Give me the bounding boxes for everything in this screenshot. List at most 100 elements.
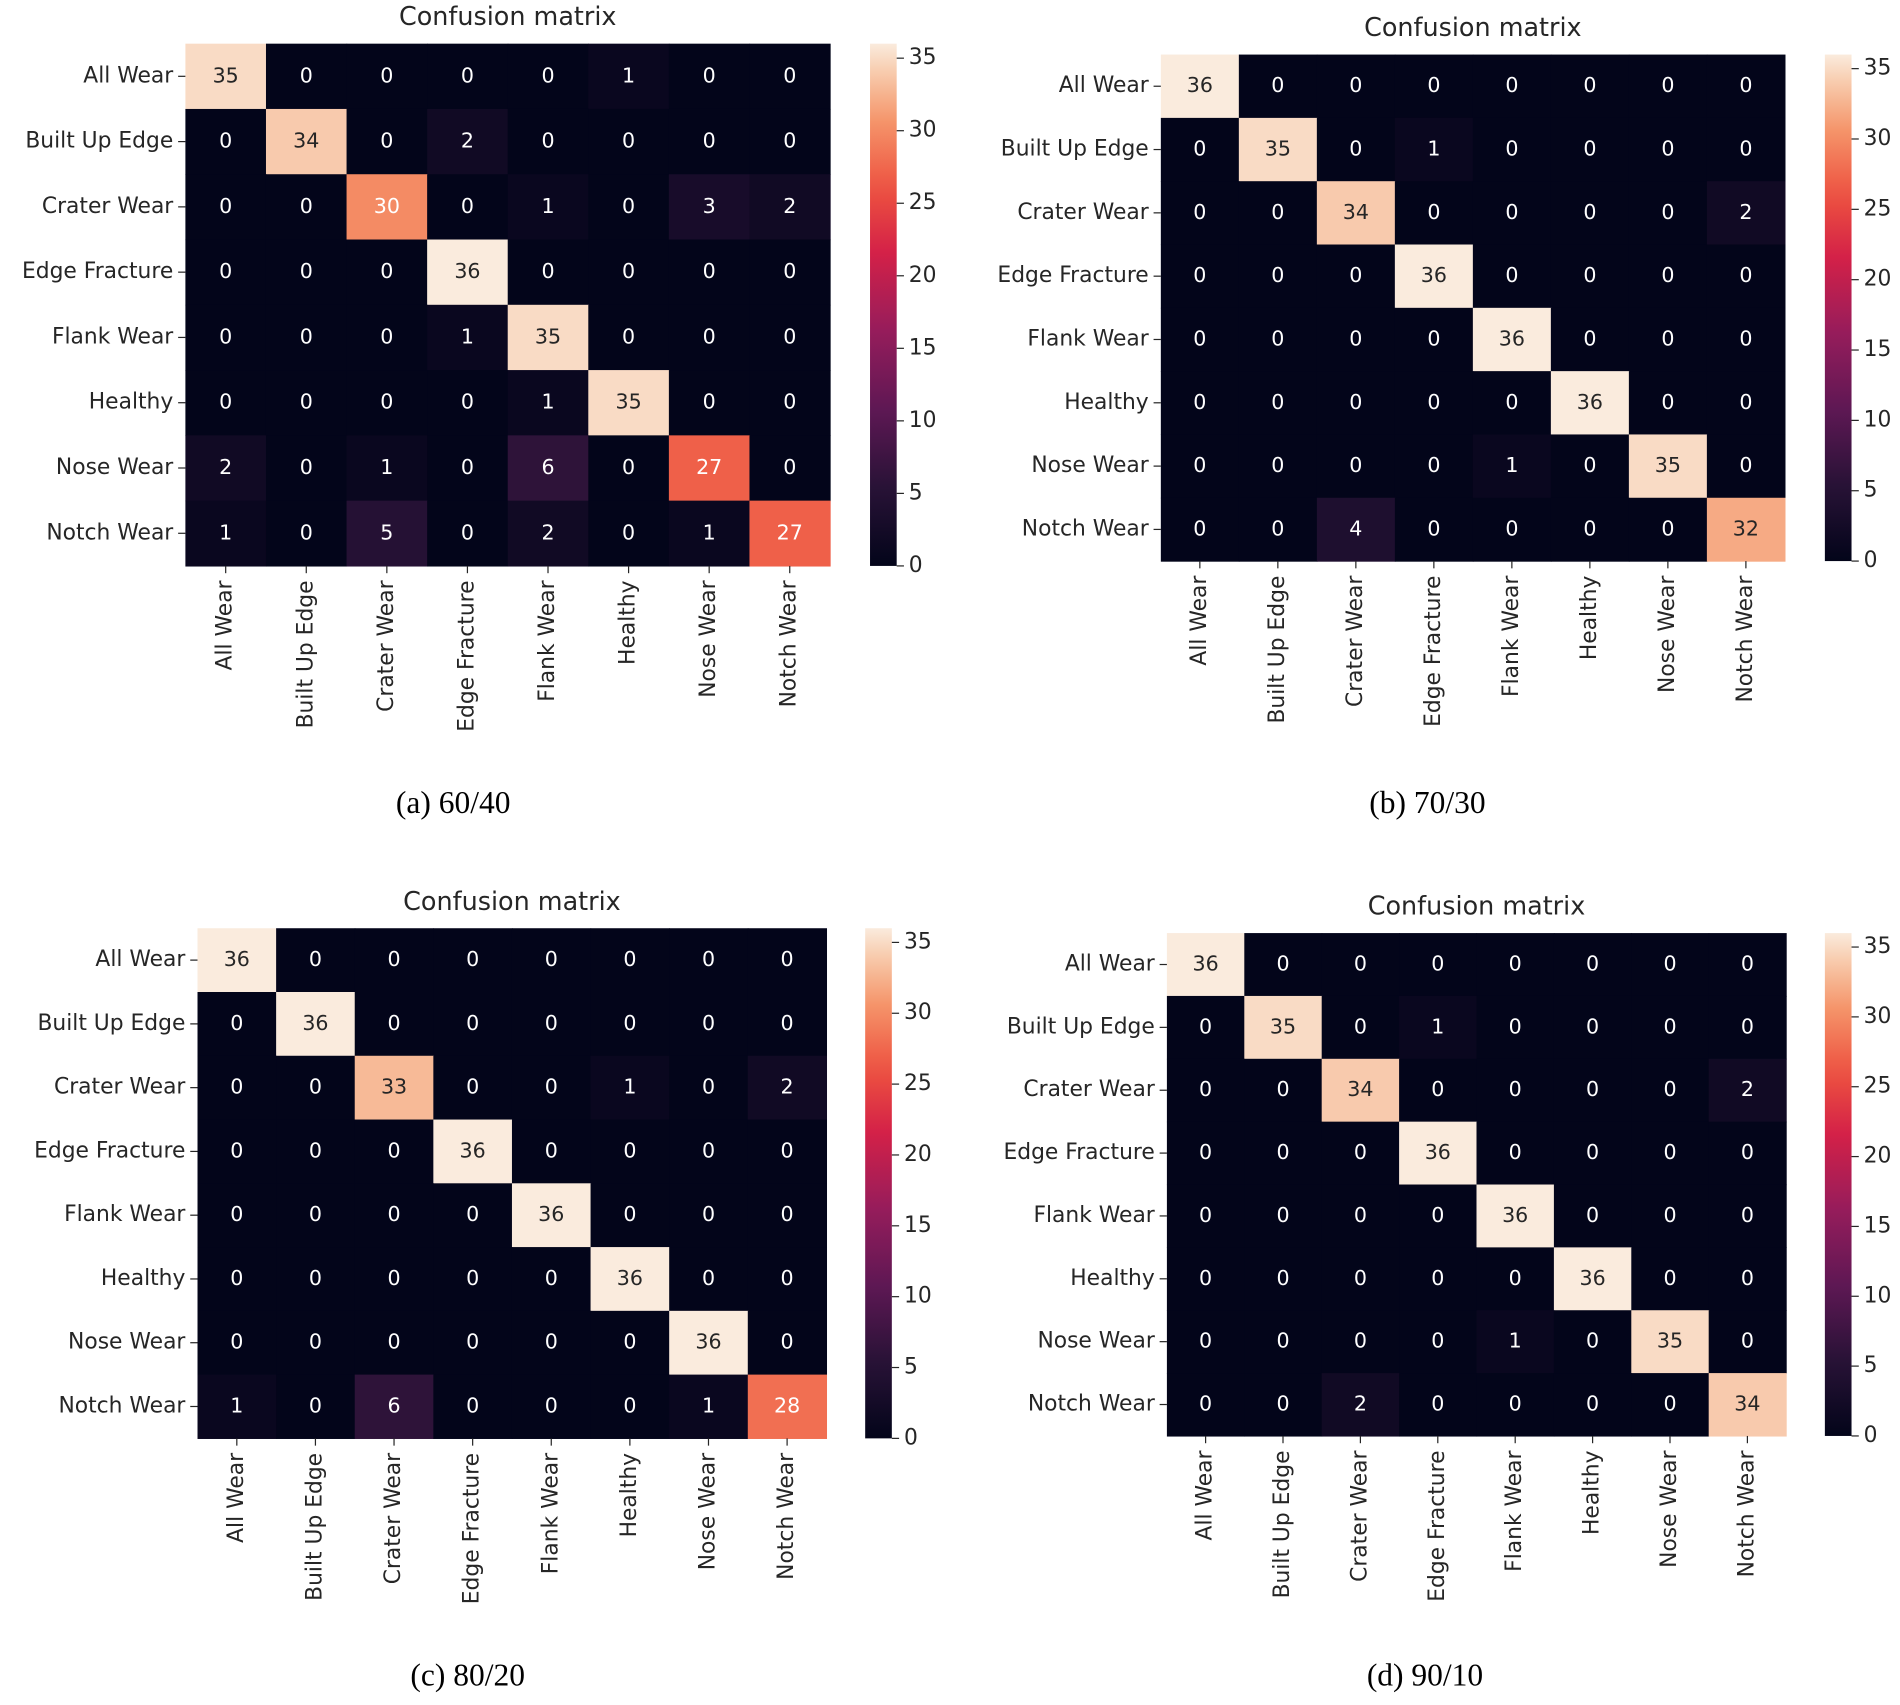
heatmap-cell [749,174,831,241]
cell-label: 36 [1193,952,1219,976]
cell-label: 0 [622,129,635,153]
y-tick-label: Edge Fracture [1003,1140,1154,1165]
heatmap-cell [1399,1121,1478,1186]
heatmap-cell [265,500,348,567]
cell-label: 0 [230,1011,243,1035]
y-tick-label: Crater Wear [1017,200,1148,225]
cell-label: 0 [387,1202,400,1226]
caption: (c) 80/20 [410,1658,525,1693]
cell-label: 0 [623,1393,636,1417]
cell-label: 0 [1349,326,1362,350]
heatmap-cell [346,239,428,306]
heatmap-cell [511,1055,592,1121]
heatmap-cell [1706,54,1786,119]
y-tick-label: Edge Fracture [34,1138,185,1163]
heatmap-cell [749,304,831,371]
colorbar-tick-label: 20 [1864,1144,1892,1169]
cell-label: 1 [380,455,393,479]
x-tick-label: Nose Wear [1655,576,1680,693]
colorbar-tick-label: 30 [1864,1004,1892,1029]
heatmap-cell [427,43,509,110]
cell-label: 33 [381,1075,407,1099]
cell-label: 1 [1509,1329,1522,1353]
cell-label: 36 [538,1202,564,1226]
heatmap-cell [669,928,749,993]
heatmap-cell [669,1374,749,1439]
cell-label: 0 [781,1202,794,1226]
cell-label: 0 [702,1202,715,1226]
heatmap-cell [590,992,670,1057]
heatmap-cell [1476,933,1555,997]
cell-label: 0 [1663,1077,1676,1101]
heatmap-cell [511,992,592,1057]
cell-label: 0 [1663,1392,1676,1416]
y-tick-label: Nose Wear [56,455,173,480]
cell-label: 0 [783,324,796,348]
cell-label: 0 [1271,200,1284,224]
y-tick-label: Crater Wear [54,1075,185,1100]
cell-label: 0 [466,1393,479,1417]
heatmap-cell [265,239,348,306]
cell-label: 0 [1276,1140,1289,1164]
cell-label: 1 [1505,453,1518,477]
cell-label: 0 [1509,1140,1522,1164]
y-tick-label: Notch Wear [58,1393,185,1418]
heatmap-cell [1316,117,1396,182]
cell-label: 0 [781,1266,794,1290]
cell-label: 0 [230,1330,243,1354]
colorbar [1824,54,1852,562]
heatmap-cell [427,239,509,306]
heatmap-cell [1160,244,1240,309]
heatmap-cell [1394,244,1474,309]
cell-label: 0 [1193,390,1206,414]
cell-label: 0 [300,259,313,283]
x-tick-label: Notch Wear [1733,576,1758,703]
cell-label: 36 [1425,1140,1451,1164]
cell-label: 0 [466,1202,479,1226]
cell-label: 0 [1739,453,1752,477]
heatmap-cell [433,1247,513,1312]
heatmap-cell [354,1119,434,1184]
heatmap-cell [1160,371,1240,436]
heatmap-cell [1553,995,1632,1060]
cell-label: 0 [702,1075,715,1099]
heatmap-cell [185,239,267,306]
cell-label: 0 [1739,263,1752,287]
cell-label: 0 [380,259,393,283]
x-tick-label: All Wear [1193,1450,1218,1540]
heatmap-cell [1476,1373,1555,1437]
y-tick-label: Healthy [101,1266,186,1291]
cell-label: 27 [777,520,803,544]
cell-label: 0 [300,194,313,218]
cell-label: 0 [1741,952,1754,976]
heatmap-cell [1550,307,1630,372]
cell-label: 0 [1586,1140,1599,1164]
cell-label: 0 [1271,73,1284,97]
cell-label: 0 [466,1266,479,1290]
cell-label: 0 [309,1138,322,1162]
cell-label: 35 [1270,1014,1296,1038]
colorbar-tick-label: 15 [1864,337,1892,362]
heatmap-cell [507,435,589,502]
heatmap-cell [1244,1058,1323,1123]
cell-label: 0 [1271,390,1284,414]
heatmap-cell [346,108,428,175]
cell-label: 0 [781,1330,794,1354]
cell-label: 0 [1276,1077,1289,1101]
heatmap-cell [1476,1058,1555,1123]
cell-label: 0 [1431,1203,1444,1227]
cell-label: 0 [309,1075,322,1099]
heatmap-cell [276,1183,356,1248]
cell-label: 0 [545,1075,558,1099]
cell-label: 0 [1431,1329,1444,1353]
cell-label: 0 [1271,326,1284,350]
heatmap-cell [747,992,828,1057]
heatmap-cell [197,1119,277,1184]
cell-label: 1 [622,63,635,87]
x-tick-label: All Wear [1187,576,1212,666]
cell-label: 34 [1734,1392,1760,1416]
cell-label: 3 [703,194,716,218]
cell-label: 2 [1741,1077,1754,1101]
heatmap-cell [590,1183,670,1248]
cell-label: 4 [1349,516,1362,540]
